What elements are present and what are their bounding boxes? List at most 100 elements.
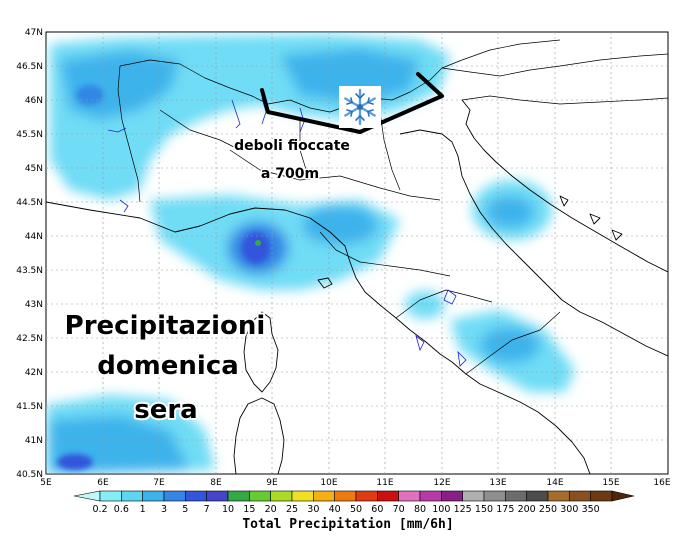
colorbar-label: 150	[475, 504, 493, 515]
precip-area-tuscany-core	[302, 205, 378, 245]
longitude-labels: 5E 6E 7E 8E 9E 10E 11E 12E 13E 14E 15E 1…	[40, 478, 671, 488]
colorbar-label: 0.6	[114, 504, 129, 515]
precip-area-adriatic-core	[486, 196, 534, 228]
colorbar-swatch	[419, 490, 442, 502]
colorbar-swatch	[249, 490, 271, 502]
colorbar-label: 250	[539, 504, 557, 515]
lon-label: 10E	[320, 478, 337, 488]
precip-peak-alps	[76, 85, 104, 105]
colorbar-swatch	[526, 490, 549, 502]
colorbar-label: 100	[432, 504, 450, 515]
colorbar-label: 25	[286, 504, 298, 515]
headline-line1: Precipitazioni	[65, 311, 266, 341]
lon-label: 14E	[546, 478, 563, 488]
coastlines	[46, 99, 668, 474]
colorbar-label: 125	[454, 504, 472, 515]
colorbar-swatch	[99, 490, 122, 502]
lon-label: 15E	[602, 478, 619, 488]
lon-label: 12E	[433, 478, 450, 488]
snow-note-line1: deboli fioccate	[234, 138, 350, 154]
lat-label: 45.5N	[16, 130, 43, 140]
colorbar-swatch	[227, 490, 250, 502]
lon-label: 11E	[376, 478, 393, 488]
colorbar-label: 3	[161, 504, 167, 515]
colorbar-swatch	[121, 490, 143, 502]
colorbar-label: 30	[307, 504, 319, 515]
colorbar-label: 1	[140, 504, 146, 515]
latitude-labels: 47N 46.5N 46N 45.5N 45N 44.5N 44N 43.5N …	[16, 28, 43, 480]
colorbar-label: 200	[518, 504, 536, 515]
precip-peak-liguria	[242, 232, 270, 264]
lat-label: 46.5N	[16, 62, 43, 72]
snow-level-line	[260, 72, 444, 134]
precip-peak-green	[255, 240, 261, 246]
colorbar-swatch	[569, 490, 591, 502]
colorbar-swatch	[206, 490, 229, 502]
lon-label: 6E	[97, 478, 109, 488]
colorbar-swatch	[291, 490, 314, 502]
colorbar-label: 350	[582, 504, 600, 515]
colorbar-swatch	[590, 490, 613, 502]
lon-label: 16E	[653, 478, 670, 488]
colorbar-label: 175	[496, 504, 514, 515]
lat-label: 42.5N	[16, 334, 43, 344]
colorbar-label: 50	[350, 504, 362, 515]
lon-label: 9E	[266, 478, 278, 488]
colorbar-label: 5	[182, 504, 188, 515]
precip-area-lazio	[405, 291, 445, 319]
graticule	[46, 32, 668, 474]
colorbar-label: 80	[414, 504, 426, 515]
colorbar-title: Total Precipitation [mm/6h]	[242, 517, 453, 532]
lat-label: 42N	[25, 368, 43, 378]
colorbar-swatch	[398, 490, 421, 502]
colorbar-swatch	[163, 490, 186, 502]
headline-line3: sera	[134, 395, 197, 425]
lon-label: 8E	[210, 478, 222, 488]
lat-label: 41.5N	[16, 402, 43, 412]
colorbar-swatch	[547, 490, 570, 502]
colorbar-label: 20	[265, 504, 277, 515]
snow-note-line2: a 700m	[261, 166, 319, 182]
colorbar-swatch	[185, 490, 207, 502]
colorbar-arrow-high	[611, 490, 635, 502]
lon-label: 5E	[40, 478, 52, 488]
snowflake-icon	[339, 86, 381, 128]
lat-label: 44.5N	[16, 198, 43, 208]
lat-label: 40.5N	[16, 470, 43, 480]
colorbar-swatch	[313, 490, 335, 502]
headline-line2: domenica	[97, 351, 239, 381]
colorbar-swatch	[377, 490, 399, 502]
colorbar-swatch	[142, 490, 165, 502]
colorbar-swatch	[441, 490, 463, 502]
precip-area-apennines-core	[480, 327, 540, 363]
colorbar-label: 40	[329, 504, 341, 515]
colorbar-label: 300	[560, 504, 578, 515]
colorbar-label: 15	[243, 504, 255, 515]
precipitation-field	[46, 32, 668, 474]
lat-label: 47N	[25, 28, 43, 38]
colorbar-swatch	[355, 490, 378, 502]
lat-label: 43N	[25, 300, 43, 310]
colorbar-label: 60	[371, 504, 383, 515]
lat-label: 41N	[25, 436, 43, 446]
lon-label: 7E	[153, 478, 165, 488]
colorbar-label: 7	[204, 504, 210, 515]
colorbar-swatch	[505, 490, 527, 502]
lat-label: 44N	[25, 232, 43, 242]
lat-label: 46N	[25, 96, 43, 106]
colorbar-label: 70	[393, 504, 405, 515]
colorbar-swatch	[483, 490, 506, 502]
precip-peak-southwest	[57, 454, 93, 470]
colorbar-swatch	[462, 490, 485, 502]
colorbar-label: 10	[222, 504, 234, 515]
lakes	[107, 97, 467, 367]
lon-label: 13E	[489, 478, 506, 488]
colorbar-swatch	[334, 490, 357, 502]
lat-label: 45N	[25, 164, 43, 174]
colorbar-swatch	[270, 490, 293, 502]
colorbar-label: 0.2	[92, 504, 107, 515]
lat-label: 43.5N	[16, 266, 43, 276]
colorbar: 0.2 0.6 1 3 5 7 10 15 20 25 30 40 50 60 70 80 100 125 150 1…	[73, 490, 635, 515]
colorbar-arrow-low	[73, 490, 101, 502]
